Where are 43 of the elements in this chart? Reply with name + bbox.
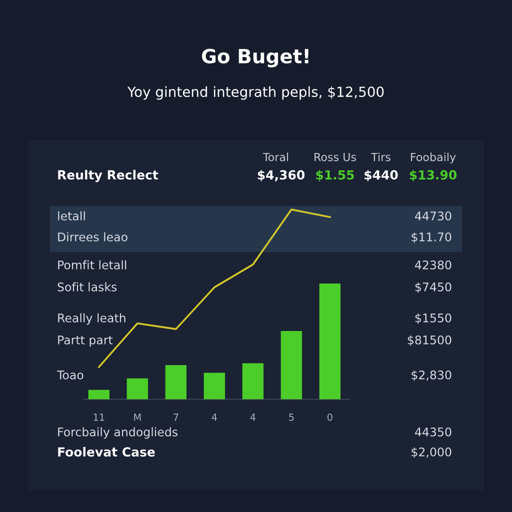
x-tick-label: 4 [250, 414, 256, 421]
text: 44730 [415, 211, 452, 220]
text: Foobaily [410, 152, 456, 164]
x-tick-label: 4 [212, 414, 217, 421]
text: 42380 [415, 260, 452, 270]
text: Reulty Reclect [58, 170, 158, 182]
bar [165, 365, 186, 400]
annotation: letall [58, 211, 85, 220]
annotation: Really leath [58, 313, 126, 325]
x-tick-label: 0 [327, 414, 332, 421]
text: $1550 [415, 313, 452, 324]
bar [242, 363, 264, 400]
annotation: Dirrees leao [58, 232, 128, 242]
text: Ross Us [314, 152, 356, 162]
bar [204, 372, 226, 400]
text: $11.70 [412, 232, 452, 243]
bar [319, 284, 341, 400]
text: $81500 [408, 335, 452, 346]
x-tick-label: 5 [289, 414, 294, 421]
bar [280, 330, 302, 400]
annotation: Partt part [58, 336, 113, 347]
text: Toao [56, 370, 84, 380]
text: 44350 [415, 427, 452, 436]
text: $2,830 [412, 370, 452, 381]
text: Forcbaily andoglieds [58, 427, 178, 439]
chart-title: Go Buget! [202, 48, 308, 68]
text: $13.90 [410, 170, 457, 182]
text: Toral [262, 152, 288, 162]
bar [88, 390, 110, 400]
x-tick-label: M [134, 414, 141, 421]
bar [126, 378, 148, 400]
chart-subtitle: Yoy gintend integrath pepls, $12,500 [127, 86, 384, 100]
text: Tirs [371, 152, 390, 162]
text: $7450 [415, 282, 452, 293]
annotation: Sofit lasks [58, 282, 117, 292]
x-tick-label: 11 [94, 414, 104, 421]
x-tick-label: 7 [174, 414, 178, 421]
text: $440 [364, 170, 398, 182]
text: $4,360 [258, 170, 305, 182]
text: $1.55 [316, 170, 354, 182]
annotation: Pomfit letall [58, 260, 126, 270]
text: Foolevat Case [58, 446, 155, 457]
text: $2,000 [412, 447, 452, 458]
